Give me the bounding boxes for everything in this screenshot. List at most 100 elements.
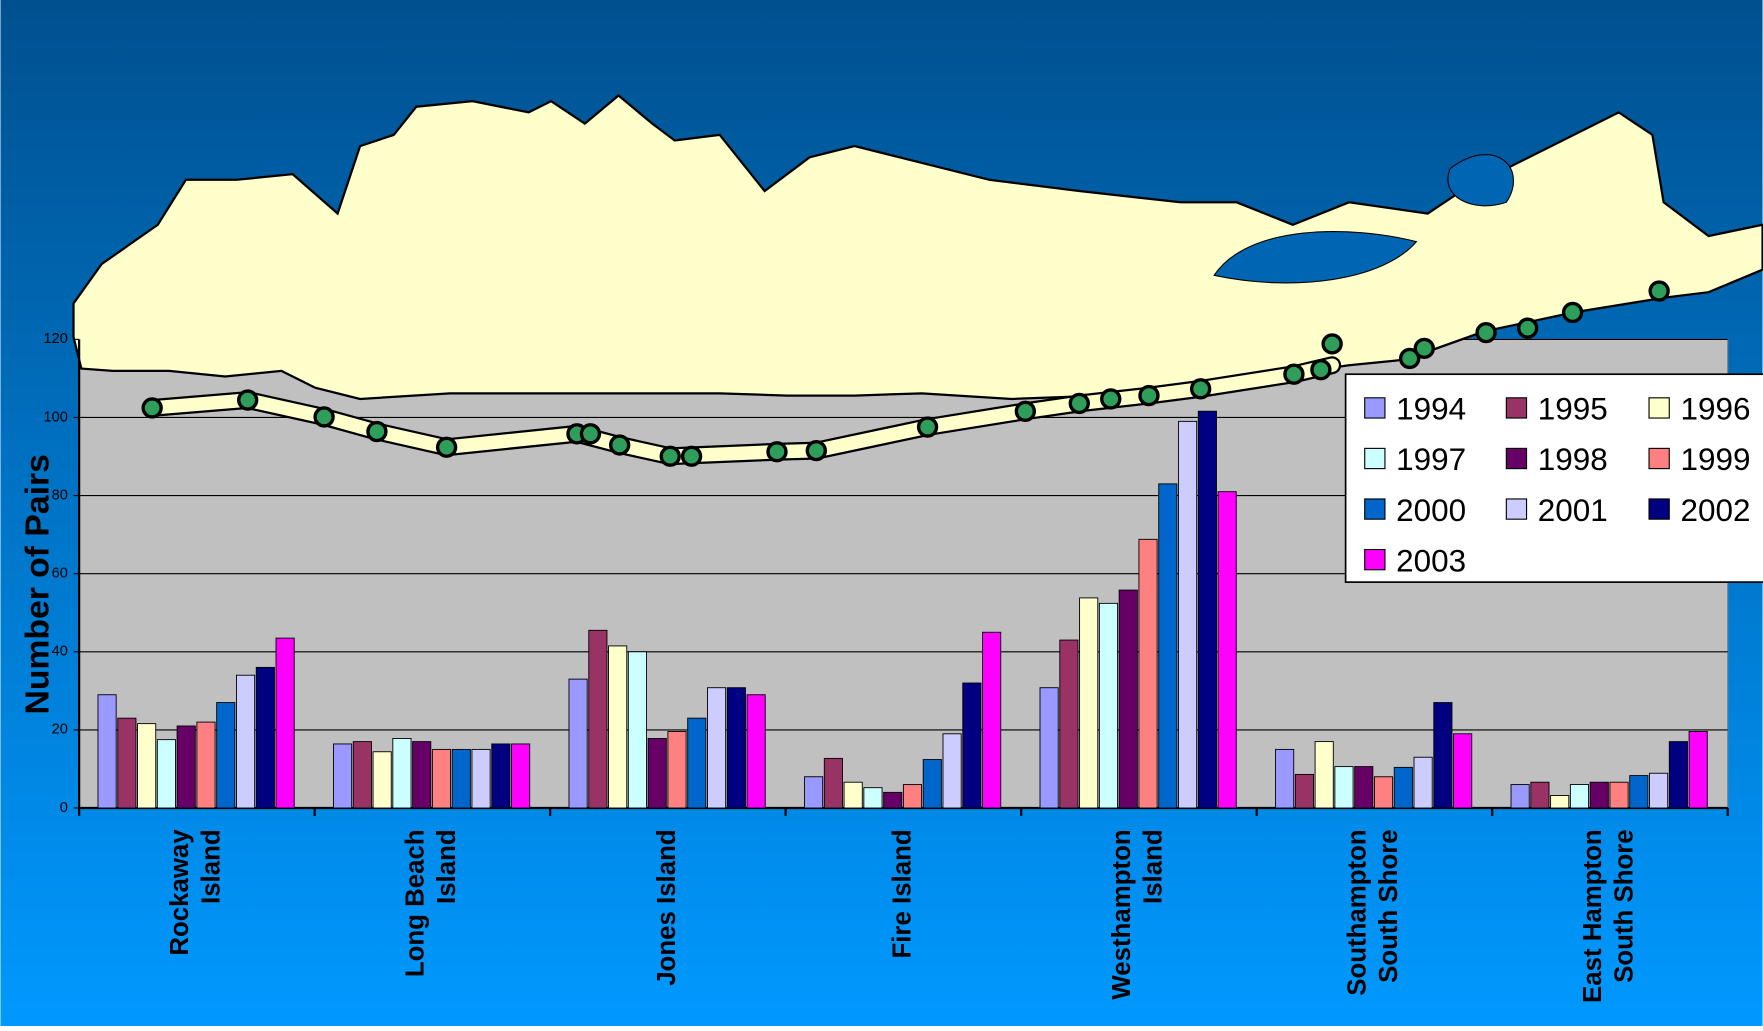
bar bbox=[333, 743, 353, 809]
bar bbox=[1178, 420, 1198, 809]
site bbox=[1516, 317, 1539, 339]
legend-swatch bbox=[1364, 447, 1386, 470]
bar bbox=[176, 725, 196, 809]
legend-label: 2003 bbox=[1396, 543, 1466, 578]
bar bbox=[1079, 597, 1099, 809]
bar bbox=[1393, 766, 1413, 809]
bar bbox=[1197, 410, 1217, 809]
x-tick-label: Rockaway Island bbox=[166, 829, 225, 956]
site bbox=[608, 434, 631, 456]
site bbox=[1561, 301, 1584, 324]
bar bbox=[392, 738, 412, 809]
bar bbox=[117, 717, 137, 809]
legend-label: 1994 bbox=[1396, 392, 1466, 427]
legend-label: 1997 bbox=[1396, 442, 1466, 477]
bar bbox=[1138, 538, 1158, 809]
site bbox=[766, 441, 788, 463]
bar bbox=[962, 682, 982, 809]
site bbox=[1475, 321, 1497, 344]
bar bbox=[352, 741, 372, 809]
bar bbox=[726, 687, 746, 809]
bay bbox=[1447, 154, 1515, 207]
site bbox=[237, 389, 259, 411]
bay bbox=[1213, 230, 1418, 284]
bar bbox=[667, 730, 687, 809]
bar bbox=[863, 787, 883, 809]
bar bbox=[255, 666, 275, 809]
bar bbox=[1158, 483, 1178, 809]
x-tick-label: Fire Island bbox=[888, 829, 916, 958]
bar bbox=[1118, 589, 1138, 809]
bar bbox=[843, 781, 863, 809]
legend-swatch bbox=[1364, 397, 1386, 419]
x-tick-label: Westhampton Island bbox=[1108, 829, 1167, 999]
bar bbox=[1334, 766, 1354, 809]
bar bbox=[883, 791, 903, 809]
site bbox=[1068, 392, 1090, 415]
bar bbox=[1314, 741, 1334, 809]
site bbox=[1283, 363, 1305, 385]
bar bbox=[1629, 775, 1649, 809]
site bbox=[1310, 359, 1332, 381]
legend-swatch bbox=[1364, 548, 1386, 571]
site bbox=[1138, 384, 1160, 407]
legend-swatch bbox=[1648, 397, 1670, 419]
legend-label: 1996 bbox=[1680, 392, 1750, 427]
legend-swatch bbox=[1505, 397, 1528, 419]
legend-swatch bbox=[1364, 498, 1386, 520]
bar bbox=[196, 721, 216, 809]
site bbox=[1100, 388, 1122, 410]
bar bbox=[627, 651, 647, 809]
bar bbox=[1510, 784, 1530, 809]
bar bbox=[1433, 702, 1453, 809]
x-tick-label: Long Beach Island bbox=[401, 829, 460, 977]
bar bbox=[823, 757, 843, 809]
bar bbox=[568, 678, 588, 809]
bar bbox=[1039, 687, 1059, 809]
map bbox=[72, 94, 1763, 467]
y-tick-label: 120 bbox=[44, 331, 68, 347]
bar bbox=[1294, 773, 1314, 809]
bar bbox=[687, 717, 707, 809]
y-axis-label: Number of Pairs bbox=[19, 454, 57, 714]
bar bbox=[1453, 733, 1473, 809]
site bbox=[1413, 337, 1435, 360]
bar bbox=[137, 723, 157, 809]
site bbox=[1648, 280, 1670, 302]
bar bbox=[942, 733, 962, 809]
bar bbox=[491, 743, 511, 809]
y-tick-label: 40 bbox=[52, 644, 68, 660]
bar bbox=[511, 743, 531, 809]
bar bbox=[1688, 730, 1708, 809]
y-tick-label: 60 bbox=[52, 566, 68, 582]
bar bbox=[804, 776, 824, 809]
site bbox=[579, 423, 602, 445]
legend-swatch bbox=[1648, 447, 1670, 470]
bar bbox=[471, 748, 491, 809]
bar bbox=[1569, 784, 1590, 809]
bar bbox=[1413, 756, 1433, 809]
bar bbox=[1649, 772, 1669, 809]
bar bbox=[1609, 781, 1629, 809]
site bbox=[916, 416, 939, 438]
bar bbox=[1530, 781, 1550, 809]
bar bbox=[608, 645, 628, 809]
legend-label: 2001 bbox=[1538, 493, 1608, 528]
bar bbox=[412, 741, 432, 809]
bar bbox=[1668, 741, 1688, 809]
site bbox=[659, 445, 681, 467]
legend-swatch bbox=[1648, 498, 1670, 520]
bar bbox=[372, 751, 392, 809]
site bbox=[680, 445, 703, 467]
bar bbox=[746, 694, 766, 809]
bar bbox=[588, 629, 608, 809]
bar bbox=[1275, 748, 1295, 809]
bar bbox=[451, 748, 471, 809]
y-tick-label: 100 bbox=[44, 409, 68, 425]
site bbox=[805, 439, 827, 462]
legend-swatch bbox=[1505, 498, 1528, 520]
bar bbox=[216, 702, 236, 809]
bar bbox=[1373, 776, 1394, 809]
bar bbox=[982, 631, 1002, 809]
